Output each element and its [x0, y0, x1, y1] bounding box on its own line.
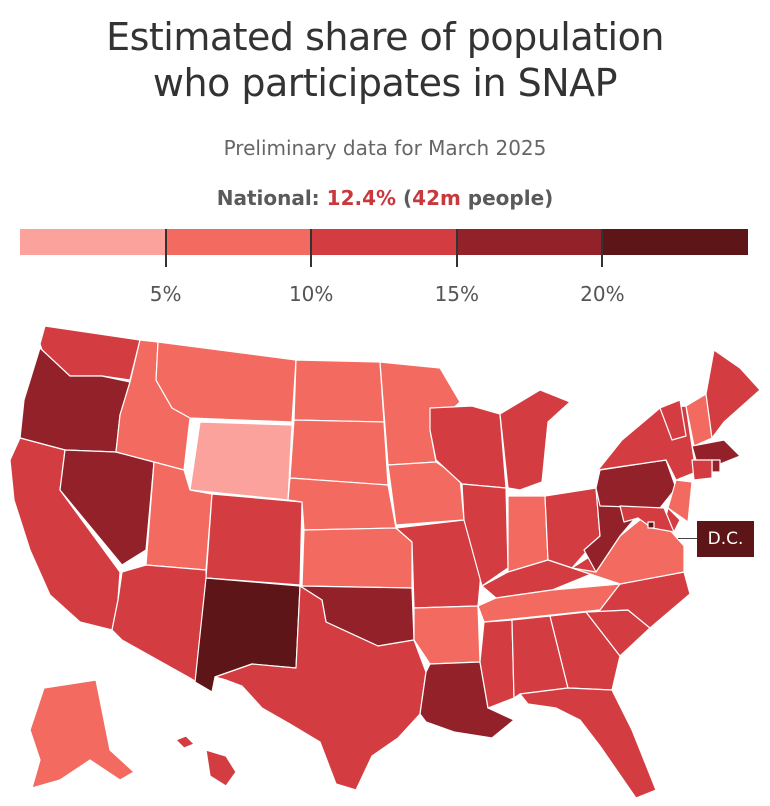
state-fl: [519, 687, 657, 799]
state-ks: [301, 527, 413, 589]
legend-tick-label: 20%: [580, 282, 625, 306]
dc-label: D.C.: [697, 521, 754, 557]
title-line-1: Estimated share of population: [106, 15, 664, 59]
state-mt: [155, 341, 297, 423]
state-me: [705, 349, 761, 439]
legend-tick-line: [455, 229, 458, 267]
national-summary: National: 12.4% (42m people): [0, 186, 770, 210]
state-nd: [293, 359, 385, 423]
legend-tick-label: 15%: [434, 282, 480, 306]
state-nc: [585, 571, 691, 629]
state-hi: [175, 735, 237, 787]
state-nj: [667, 479, 693, 523]
us-state-map: [9, 325, 761, 799]
state-ne: [287, 477, 397, 531]
legend-bin-4: [456, 229, 603, 255]
state-il: [461, 483, 509, 587]
state-ma: [691, 439, 741, 465]
legend-tick-label: 10%: [288, 282, 334, 306]
chart-subtitle: Preliminary data for March 2025: [223, 136, 547, 160]
legend-bin-1: [20, 229, 166, 255]
state-ak: [29, 679, 135, 789]
state-ct: [691, 459, 713, 481]
legend-ticks: 5% 10% 15% 20%: [20, 229, 748, 309]
legend-tick-label: 5%: [149, 282, 182, 306]
state-in: [507, 495, 549, 573]
state-ri: [711, 459, 721, 473]
dc-leader-line: [678, 538, 697, 539]
chart-title: Estimated share of population who partic…: [0, 14, 770, 106]
national-rate: 12.4%: [326, 186, 397, 210]
state-ga: [549, 611, 621, 691]
state-ms: [479, 619, 515, 709]
state-co: [205, 493, 303, 586]
national-people-suffix: people: [460, 186, 545, 210]
national-open-paren: (: [396, 186, 413, 210]
national-label: National:: [216, 186, 320, 210]
state-wy: [189, 421, 293, 501]
state-tx: [214, 585, 427, 791]
color-legend: [20, 229, 748, 255]
state-dc: [647, 521, 655, 529]
legend-tick-line: [310, 229, 313, 267]
legend-tick-line: [164, 229, 167, 267]
state-mi: [499, 389, 571, 491]
state-vt: [659, 399, 687, 441]
legend-bin-2: [165, 229, 312, 255]
legend-bin-5: [602, 229, 748, 255]
legend-tick-line: [601, 229, 604, 267]
national-people: 42m: [412, 186, 461, 210]
legend-bin-3: [311, 229, 457, 255]
title-line-2: who participates in SNAP: [152, 61, 618, 105]
state-ar: [413, 605, 481, 665]
state-sd: [289, 419, 389, 486]
national-close-paren: ): [544, 186, 554, 210]
state-ia: [387, 461, 465, 526]
